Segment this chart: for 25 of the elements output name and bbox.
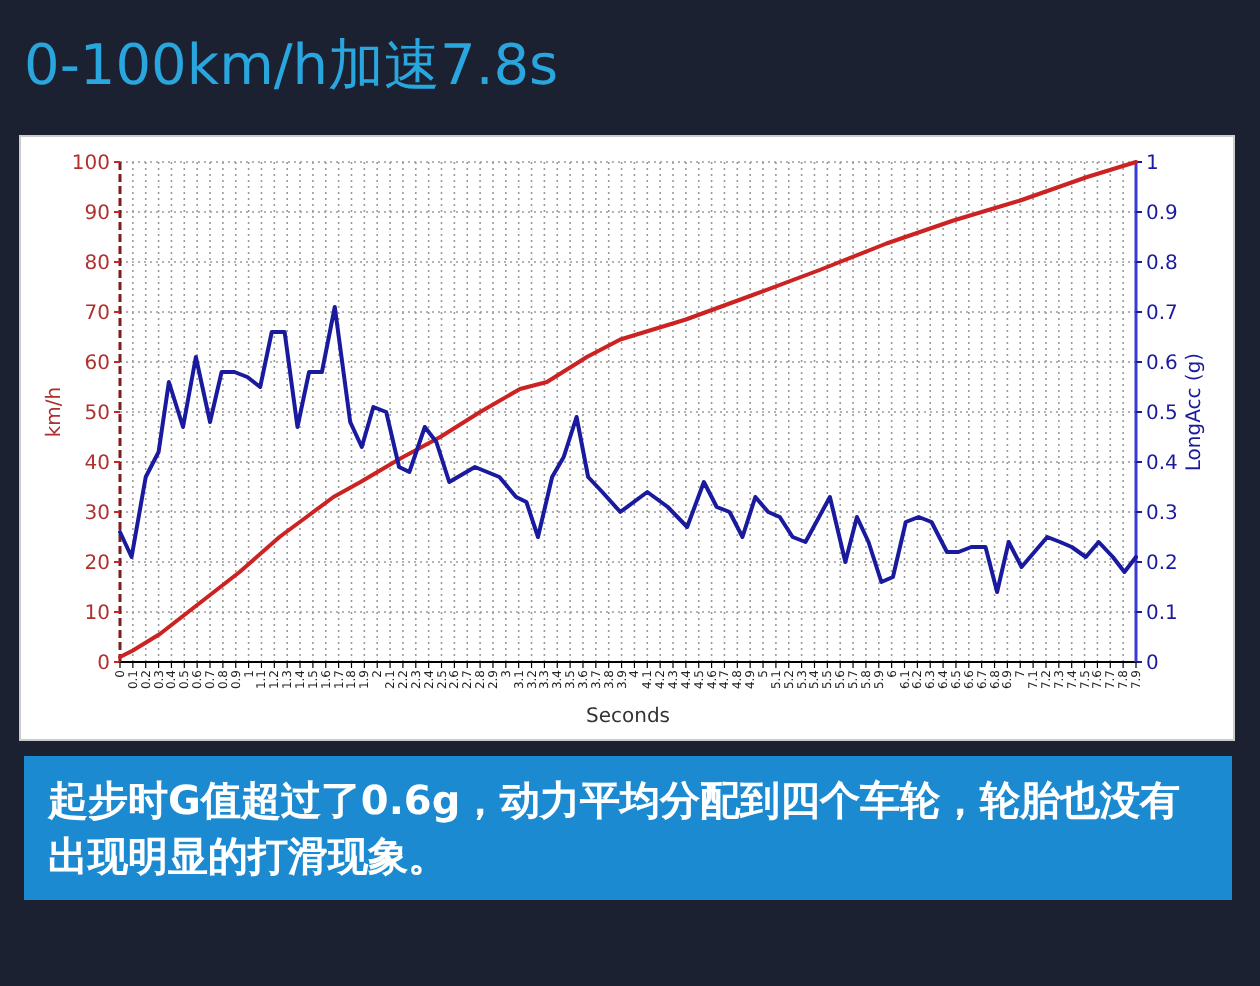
y-axis-title: km/h [44, 386, 66, 438]
x-axis-title: Seconds [585, 706, 671, 728]
y-tick-label: 20 [84, 553, 110, 575]
y-tick-label: 60 [84, 353, 110, 375]
y-tick-label: 90 [84, 203, 110, 225]
y-tick-label: 50 [84, 403, 110, 425]
y-tick-label: 80 [84, 253, 110, 275]
chart-title: 0-100km/h加速7.8s [24, 32, 559, 98]
y2-tick-label: 0.6 [1146, 353, 1178, 375]
y2-tick-label: 0.9 [1146, 203, 1178, 225]
text: 起步时G值超过了0.6g，动力平均分配到四个车轮，轮胎也没有出现明显的打滑现象。 [24, 756, 1232, 900]
y-tick-label: 70 [84, 303, 110, 325]
y2-tick-label: 0.3 [1146, 503, 1178, 525]
y2-axis-title: LongAcc (g) [1184, 352, 1206, 472]
y2-tick-label: 0.8 [1146, 253, 1178, 275]
y2-tick-label: 0.1 [1146, 603, 1178, 625]
y-tick-label: 30 [84, 503, 110, 525]
y2-tick-label: 0.2 [1146, 553, 1178, 575]
y2-tick-label: 1 [1146, 153, 1159, 175]
y2-tick-label: 0.4 [1146, 453, 1178, 475]
y2-tick-label: 0.5 [1146, 403, 1178, 425]
y-tick-label: 100 [71, 153, 110, 175]
y2-tick-label: 0.7 [1146, 303, 1178, 325]
y-tick-label: 40 [84, 453, 110, 475]
y-tick-label: 10 [84, 603, 110, 625]
